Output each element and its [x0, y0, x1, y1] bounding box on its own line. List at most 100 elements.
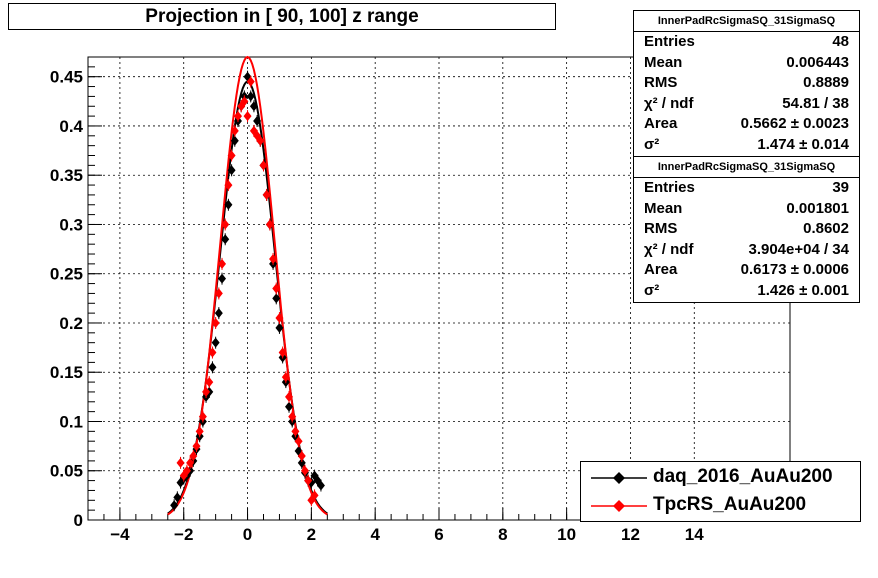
- stat-label: Area: [644, 261, 678, 279]
- data-point: [275, 313, 284, 324]
- legend-item-daq: daq_2016_AuAu200: [581, 464, 860, 492]
- x-tick-label: 8: [498, 525, 507, 544]
- data-point: [214, 288, 223, 299]
- data-point: [297, 450, 306, 461]
- data-point: [227, 150, 236, 161]
- x-tick-label: 2: [307, 525, 316, 544]
- data-point: [265, 219, 274, 230]
- stat-value: 1.474 ± 0.014: [757, 135, 849, 153]
- y-tick-label: 0.4: [59, 117, 83, 136]
- statbox-rows: Entries 39 Mean 0.001801 RMS 0.8602 χ² / ndf 3.…: [634, 178, 859, 302]
- data-point: [253, 116, 262, 127]
- stat-label: RMS: [644, 74, 678, 92]
- chart-title: Projection in [ 90, 100] z range: [8, 3, 556, 30]
- stat-label: Entries: [644, 179, 695, 196]
- legend-label: TpcRS_AuAu200: [653, 494, 807, 515]
- data-point: [208, 362, 217, 373]
- data-point: [211, 317, 220, 328]
- data-point: [230, 135, 239, 146]
- stat-value: 0.001801: [786, 199, 849, 217]
- legend: daq_2016_AuAu200 TpcRS_AuAu200: [580, 461, 861, 522]
- data-point: [233, 111, 242, 122]
- data-point: [240, 96, 249, 107]
- stat-value: 0.8889: [803, 74, 849, 92]
- stat-value: 0.5662 ± 0.0023: [740, 115, 849, 133]
- data-point: [272, 293, 281, 304]
- stat-value: 54.81 / 38: [782, 94, 849, 112]
- data-point: [259, 160, 268, 171]
- stat-label: χ² / ndf: [644, 94, 694, 112]
- y-tick-label: 0.15: [50, 363, 83, 382]
- stat-value: 3.904e+04 / 34: [748, 240, 849, 258]
- data-point: [224, 199, 233, 210]
- stat-row: Area 0.5662 ± 0.0023: [634, 114, 859, 135]
- stat-row: χ² / ndf 54.81 / 38: [634, 94, 859, 115]
- data-point: [262, 189, 271, 200]
- data-point: [211, 337, 220, 348]
- data-point: [310, 490, 319, 501]
- x-tick-label: −2: [174, 525, 193, 544]
- data-point: [202, 386, 211, 397]
- data-point: [224, 180, 233, 191]
- data-point: [297, 457, 306, 468]
- y-tick-label: 0.05: [50, 462, 83, 481]
- data-point: [221, 234, 230, 245]
- data-point: [288, 411, 297, 422]
- stat-label: Area: [644, 115, 678, 133]
- x-tick-label: −4: [110, 525, 130, 544]
- stat-label: σ²: [644, 135, 660, 153]
- data-point: [221, 219, 230, 230]
- data-point: [275, 322, 284, 333]
- x-tick-label: 14: [685, 525, 704, 544]
- data-point: [246, 76, 255, 87]
- x-tick-label: 0: [243, 525, 252, 544]
- stat-label: χ² / ndf: [644, 240, 694, 258]
- stat-row: RMS 0.8889: [634, 73, 859, 94]
- data-point: [269, 253, 278, 264]
- data-point: [170, 500, 179, 511]
- stat-value: 0.6173 ± 0.0006: [740, 261, 849, 279]
- data-point: [186, 457, 195, 468]
- y-tick-label: 0.3: [59, 215, 83, 234]
- stat-row: RMS 0.8602: [634, 219, 859, 240]
- statbox-tpcrs: InnerPadRcSigmaSQ_31SigmaSQ Entries 39 Mea…: [633, 156, 860, 303]
- statbox-daq: InnerPadRcSigmaSQ_31SigmaSQ Entries 48 Mea…: [633, 10, 860, 157]
- data-point: [316, 480, 325, 491]
- legend-label: daq_2016_AuAu200: [653, 466, 833, 487]
- x-tick-label: 10: [557, 525, 576, 544]
- stat-label: Entries: [644, 33, 695, 50]
- data-point: [249, 101, 258, 112]
- data-point: [195, 426, 204, 437]
- stat-row: χ² / ndf 3.904e+04 / 34: [634, 240, 859, 261]
- y-axis: 0 0.05 0.1 0.15 0.2 0.25 0.3 0.35 0.4 0.45: [50, 66, 102, 530]
- data-point: [182, 465, 191, 476]
- stat-row: Area 0.6173 ± 0.0006: [634, 260, 859, 281]
- statbox-rows: Entries 48 Mean 0.006443 RMS 0.8889 χ² / ndf 54…: [634, 32, 859, 156]
- y-tick-label: 0.2: [59, 314, 83, 333]
- stat-value: 0.8602: [803, 220, 849, 238]
- stat-row: Entries 39: [634, 178, 859, 199]
- data-point: [294, 436, 303, 447]
- statbox-header: InnerPadRcSigmaSQ_31SigmaSQ: [634, 157, 859, 178]
- stat-row: σ² 1.426 ± 0.001: [634, 281, 859, 302]
- stat-row: Entries 48: [634, 32, 859, 53]
- y-tick-label: 0: [74, 511, 83, 530]
- x-tick-label: 12: [621, 525, 640, 544]
- y-tick-label: 0.25: [50, 265, 83, 284]
- stat-label: σ²: [644, 281, 660, 299]
- data-point: [198, 411, 207, 422]
- stat-value: 1.426 ± 0.001: [757, 281, 849, 299]
- data-points: [170, 70, 325, 512]
- data-point: [218, 258, 227, 269]
- y-tick-label: 0.1: [59, 412, 83, 431]
- data-point: [173, 492, 182, 503]
- data-point: [300, 465, 309, 476]
- stat-label: Mean: [644, 199, 683, 217]
- stat-value: 39: [832, 179, 849, 196]
- data-point: [192, 441, 201, 452]
- data-point: [285, 401, 294, 412]
- x-tick-label: 4: [370, 525, 380, 544]
- stat-label: Mean: [644, 53, 683, 71]
- x-tick-label: 6: [434, 525, 443, 544]
